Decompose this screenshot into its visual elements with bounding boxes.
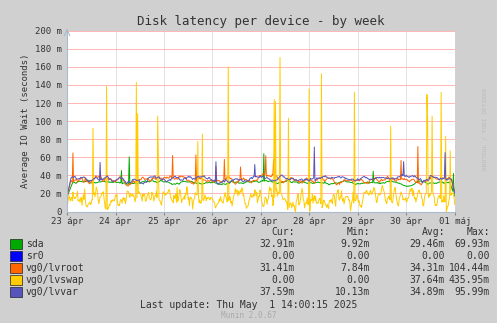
Text: sda: sda [26, 239, 44, 249]
Text: 10.13m: 10.13m [335, 287, 370, 297]
Text: 0.00: 0.00 [421, 251, 445, 261]
Text: 34.31m: 34.31m [410, 263, 445, 273]
Text: 104.44m: 104.44m [449, 263, 490, 273]
Text: 7.84m: 7.84m [340, 263, 370, 273]
Text: 0.00: 0.00 [346, 251, 370, 261]
Text: 435.95m: 435.95m [449, 275, 490, 285]
Text: Cur:: Cur: [271, 227, 295, 237]
Text: RRDTOOL / TOBI OETIKER: RRDTOOL / TOBI OETIKER [482, 88, 487, 171]
Text: 29.46m: 29.46m [410, 239, 445, 249]
Text: Last update: Thu May  1 14:00:15 2025: Last update: Thu May 1 14:00:15 2025 [140, 300, 357, 310]
Text: Avg:: Avg: [421, 227, 445, 237]
Text: 37.59m: 37.59m [260, 287, 295, 297]
Text: 0.00: 0.00 [467, 251, 490, 261]
Text: Munin 2.0.67: Munin 2.0.67 [221, 311, 276, 320]
Text: 37.64m: 37.64m [410, 275, 445, 285]
Text: 0.00: 0.00 [346, 275, 370, 285]
Text: vg0/lvroot: vg0/lvroot [26, 263, 85, 273]
Text: Max:: Max: [467, 227, 490, 237]
Text: Min:: Min: [346, 227, 370, 237]
Title: Disk latency per device - by week: Disk latency per device - by week [137, 15, 385, 28]
Text: 34.89m: 34.89m [410, 287, 445, 297]
Text: 69.93m: 69.93m [455, 239, 490, 249]
Text: sr0: sr0 [26, 251, 44, 261]
Text: 32.91m: 32.91m [260, 239, 295, 249]
Text: 0.00: 0.00 [271, 251, 295, 261]
Text: vg0/lvswap: vg0/lvswap [26, 275, 85, 285]
Text: 0.00: 0.00 [271, 275, 295, 285]
Text: 9.92m: 9.92m [340, 239, 370, 249]
Y-axis label: Average IO Wait (seconds): Average IO Wait (seconds) [21, 54, 30, 188]
Text: 95.99m: 95.99m [455, 287, 490, 297]
Text: 31.41m: 31.41m [260, 263, 295, 273]
Text: vg0/lvvar: vg0/lvvar [26, 287, 79, 297]
